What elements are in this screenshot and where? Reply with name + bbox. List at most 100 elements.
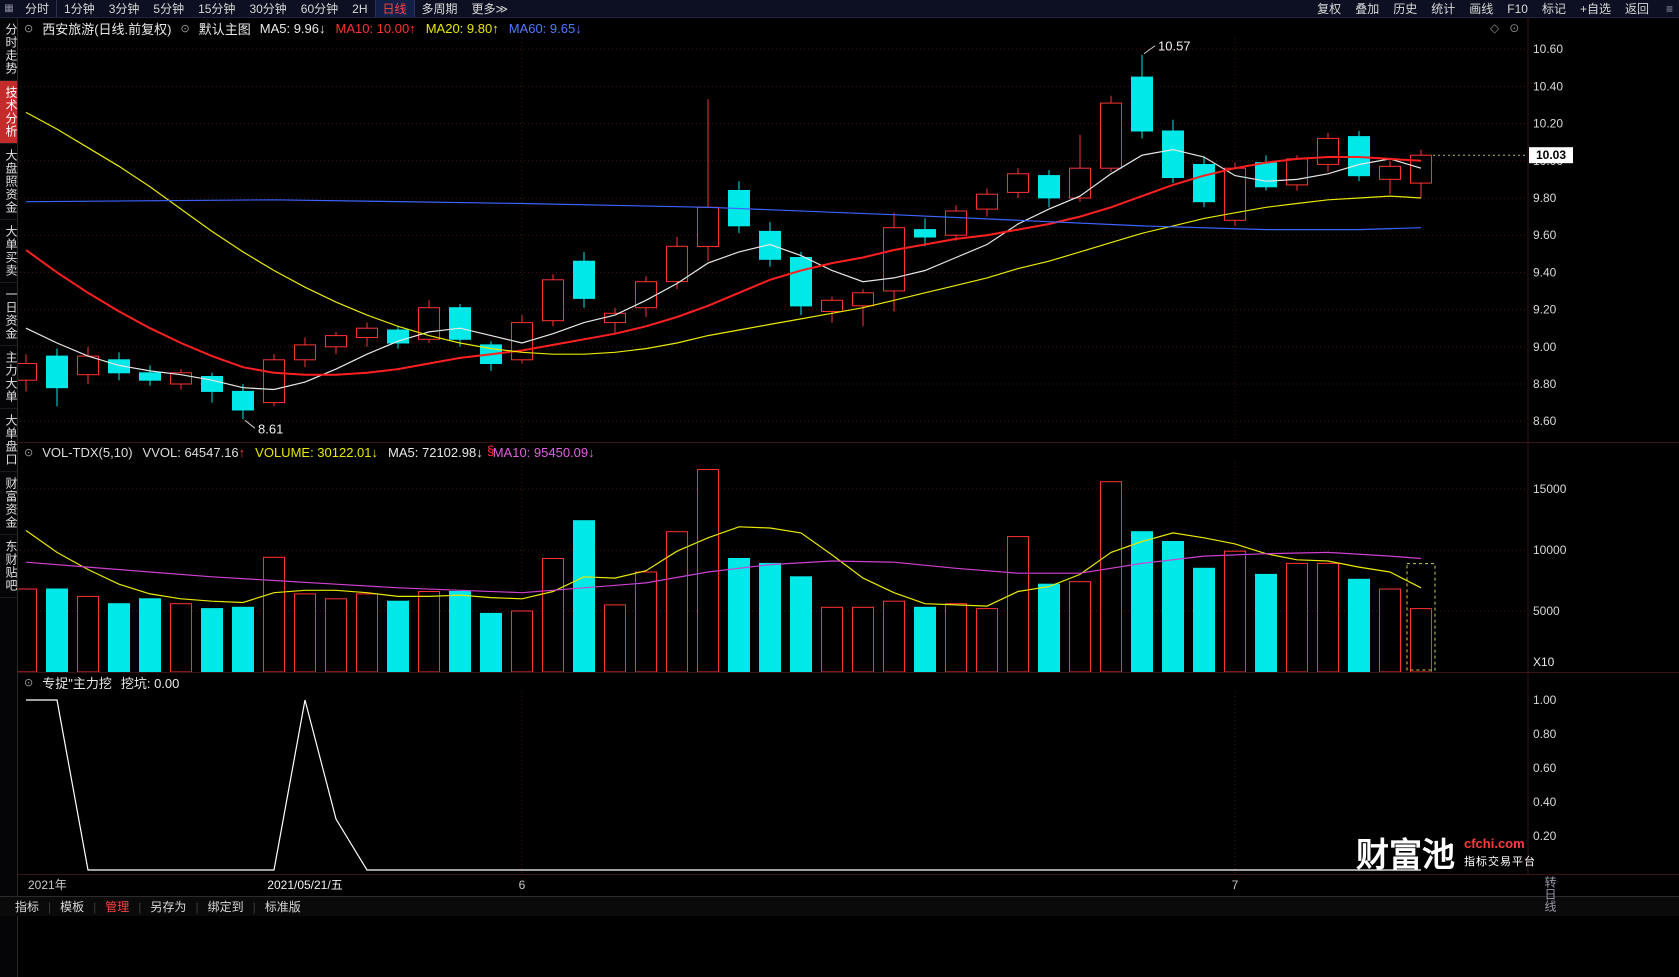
price-axis-label: 10.40 (1533, 79, 1563, 93)
timeframe-30分钟[interactable]: 30分钟 (249, 2, 287, 16)
candle-body (542, 279, 564, 322)
tool-复权[interactable]: 复权 (1317, 2, 1342, 16)
chart-scheme[interactable]: 默认主图 (198, 21, 251, 37)
volume-bar (883, 600, 905, 673)
tab-管理[interactable]: 管理 (105, 900, 130, 914)
price-axis-label: 9.60 (1533, 228, 1557, 242)
candle-body (15, 363, 37, 381)
volume-readout: MA10: 95450.09↓ (492, 444, 595, 460)
ma-line-MA20 (25, 111, 1422, 355)
tools-menu: 复权 叠加 历史 统计 画线 F10 标记 +自选 返回 (1310, 0, 1660, 17)
volume-header: ⊙ VOL-TDX(5,10) VVOL: 64547.16↑ VOLUME: 30… (24, 442, 595, 462)
indicator-axis-label: 0.20 (1533, 829, 1557, 843)
candle-body (759, 230, 781, 260)
volume-bar (1286, 562, 1308, 673)
section-mark: § (487, 443, 495, 458)
bottom-tab-bar: 指标 | 模板 | 管理 | 另存为 | 绑定到 | 标准版 (0, 896, 1679, 916)
timeframe-15分钟[interactable]: 15分钟 (198, 2, 236, 16)
sidebar-item-大盘照资金[interactable]: 大盘照资金 (0, 144, 18, 220)
sidebar-item-大单盘口[interactable]: 大单盘口 (0, 409, 18, 472)
last-price-tag: 10.03 (1536, 148, 1566, 162)
pane-toggle-icon[interactable]: ⊙ (24, 22, 34, 35)
grid-icon[interactable]: ▦ (4, 3, 14, 14)
timeframe-1分钟[interactable]: 1分钟 (64, 2, 95, 16)
scheme-icon[interactable]: ⊙ (180, 22, 190, 35)
volume-bar (852, 606, 874, 673)
tab-绑定到[interactable]: 绑定到 (207, 900, 244, 914)
candle-body (697, 206, 719, 247)
timeframe-更多≫[interactable]: 更多≫ (471, 2, 509, 16)
candle-body (883, 227, 905, 292)
timeframe-60分钟[interactable]: 60分钟 (300, 2, 339, 16)
volume-bar (573, 520, 595, 673)
candle-body (108, 359, 130, 374)
volume-bar (821, 606, 843, 673)
top-toolbar: ▦ 分时 1分钟 3分钟 5分钟 15分钟 30分钟 60分钟 2H 日线 多周期 更多≫ 复权 叠加… (0, 0, 1679, 18)
x-axis-label: 7 (1232, 878, 1239, 892)
sidebar-item-一日资金[interactable]: 一日资金 (0, 283, 18, 346)
tool-叠加[interactable]: 叠加 (1355, 2, 1380, 16)
menu-icon[interactable]: ≡ (1665, 1, 1673, 16)
indicator-header: ⊙ 专捉"主力挖 挖坑: 0.00 (24, 672, 179, 692)
sidebar-item-分时走势[interactable]: 分时走势 (0, 18, 18, 81)
candle-body (46, 355, 68, 389)
volume-bar (46, 588, 68, 673)
volume-bar (604, 604, 626, 673)
tool-画线[interactable]: 画线 (1469, 2, 1494, 16)
tool-标记[interactable]: 标记 (1541, 2, 1566, 16)
volume-bar (1193, 567, 1215, 673)
tab-指标[interactable]: 指标 (15, 900, 40, 914)
volume-bar (356, 593, 378, 673)
side-label[interactable]: 转日线 (1543, 876, 1557, 912)
sidebar-item-技术分析[interactable]: 技术分析 (0, 81, 18, 144)
volume-bar (108, 603, 130, 673)
volume-bar (1317, 562, 1339, 673)
price-axis-label: 9.80 (1533, 191, 1557, 205)
watermark-domain: cfchi.com (1464, 836, 1525, 851)
volume-bar (170, 603, 192, 673)
tab-另存为[interactable]: 另存为 (150, 900, 187, 914)
timeframe-3分钟[interactable]: 3分钟 (108, 2, 140, 16)
tab-separator: | (252, 899, 256, 914)
tab-模板[interactable]: 模板 (60, 900, 85, 914)
volume-bar (914, 606, 936, 673)
candle-body (666, 245, 688, 283)
tool-统计[interactable]: 统计 (1431, 2, 1456, 16)
candle-body (1379, 165, 1401, 180)
volume-bar (1069, 581, 1091, 673)
timeframe-menu: 分时 1分钟 3分钟 5分钟 15分钟 30分钟 60分钟 2H 日线 多周期 更多≫ (18, 0, 515, 17)
tool-返回[interactable]: 返回 (1624, 2, 1649, 16)
timeframe-2H[interactable]: 2H (345, 0, 376, 17)
chart-header-icon[interactable]: ◇ (1490, 21, 1500, 35)
candle-body (790, 257, 812, 307)
volume-bar (511, 610, 533, 673)
chart-header-icon[interactable]: ⊙ (1509, 21, 1520, 35)
tool-+自选[interactable]: +自选 (1579, 2, 1611, 16)
candle-body (201, 376, 223, 392)
indicator-axis-label: 0.40 (1533, 795, 1557, 809)
sidebar-item-财富资金[interactable]: 财富资金 (0, 472, 18, 535)
pane-toggle-icon[interactable]: ⊙ (24, 676, 34, 689)
candle-body (1007, 173, 1029, 193)
tool-F10[interactable]: F10 (1507, 1, 1528, 16)
sidebar-item-东财贴吧[interactable]: 东财贴吧 (0, 535, 18, 598)
indicator-axis-label: 1.00 (1533, 693, 1557, 707)
volume-readout: VVOL: 64547.16↑ (142, 444, 246, 460)
volume-axis-label: 10000 (1533, 543, 1567, 557)
timeframe-5分钟[interactable]: 5分钟 (153, 2, 185, 16)
sidebar-item-主力大单[interactable]: 主力大单 (0, 346, 18, 409)
timeframe-多周期[interactable]: 多周期 (421, 2, 458, 16)
volume-readout: VOLUME: 30122.01↓ (255, 444, 379, 460)
candle-body (1038, 175, 1060, 199)
volume-bar (1131, 531, 1153, 673)
volume-bar (976, 608, 998, 673)
sidebar-item-大单买卖[interactable]: 大单买卖 (0, 220, 18, 283)
volume-bar (77, 595, 99, 673)
timeframe-分时[interactable]: 分时 (18, 0, 58, 17)
watermark-logo: 财富池 (1356, 836, 1455, 873)
timeframe-日线[interactable]: 日线 (375, 0, 415, 17)
tool-历史[interactable]: 历史 (1393, 2, 1418, 16)
pane-toggle-icon[interactable]: ⊙ (24, 446, 34, 459)
tab-标准版[interactable]: 标准版 (264, 900, 301, 914)
